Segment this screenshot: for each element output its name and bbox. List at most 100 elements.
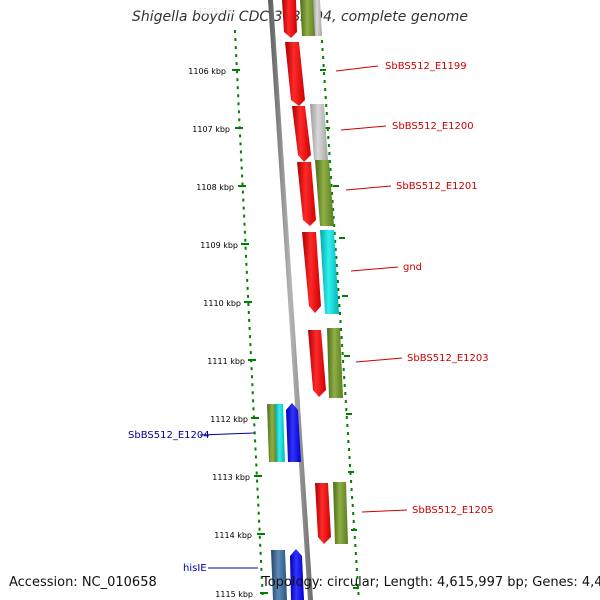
- axis-dot: [258, 519, 261, 523]
- axis-dot: [356, 576, 359, 579]
- axis-dot: [324, 88, 327, 91]
- axis-dot: [350, 480, 353, 483]
- axis-dot: [333, 224, 336, 227]
- axis-dot: [247, 311, 250, 314]
- axis-dot: [345, 408, 348, 411]
- axis-dot: [346, 432, 349, 435]
- gene-label-e1201[interactable]: SbBS512_E1201: [396, 181, 478, 192]
- axis-dot: [241, 190, 244, 194]
- gene-label-e1200[interactable]: SbBS512_E1200: [392, 121, 474, 132]
- axis-dot: [256, 487, 259, 491]
- axis-dot: [236, 86, 239, 90]
- axis-dot: [336, 280, 339, 283]
- axis-dot: [341, 344, 344, 347]
- gene-red-top[interactable]: [282, 0, 297, 38]
- gene-blue-1112[interactable]: [286, 403, 301, 462]
- axis-dot: [331, 192, 333, 195]
- axis-dot: [340, 328, 342, 331]
- gene-labels: SbBS512_E1199 SbBS512_E1200 SbBS512_E120…: [128, 61, 494, 574]
- axis-dot: [234, 46, 237, 50]
- gene-sbbs512-e1199[interactable]: [285, 42, 305, 106]
- axis-dot: [325, 112, 328, 115]
- gene-red-1113[interactable]: [315, 483, 331, 544]
- gene-label-e1199[interactable]: SbBS512_E1199: [385, 61, 467, 72]
- axis-dot: [349, 464, 351, 467]
- axis-dot: [249, 335, 251, 339]
- axis-dot: [327, 136, 330, 139]
- gene-gnd[interactable]: [320, 230, 339, 314]
- axis-dot: [260, 559, 262, 563]
- map-title: Shigella boydii CDC 3083-94, complete ge…: [131, 9, 469, 25]
- axis-dot: [351, 504, 354, 507]
- axis-dot: [237, 102, 240, 106]
- axis-dot: [333, 232, 336, 235]
- gene-grey-top[interactable]: [313, 0, 322, 36]
- gene-olive-1112[interactable]: [267, 404, 278, 462]
- gene-sbbs512-e1201[interactable]: [315, 160, 334, 226]
- gene-olive-top[interactable]: [300, 0, 316, 36]
- axis-dot: [323, 72, 326, 75]
- gene-red-1108[interactable]: [297, 162, 316, 226]
- axis-dot: [259, 551, 262, 555]
- accession-text: Accession: NC_010658: [9, 575, 157, 590]
- axis-dot: [245, 254, 247, 258]
- axis-dot: [321, 40, 323, 43]
- axis-dot: [239, 134, 242, 138]
- tick-label-1115: 1115 kbp: [215, 590, 253, 599]
- axis-dot: [335, 256, 338, 259]
- axis-dot: [355, 560, 358, 563]
- gene-red-1111[interactable]: [308, 330, 326, 397]
- axis-dot: [337, 296, 340, 299]
- axis-dot: [326, 120, 329, 123]
- tick-label-1107: 1107 kbp: [192, 125, 230, 134]
- axis-dot: [249, 351, 252, 355]
- axis-dot: [248, 327, 251, 330]
- tick-label-1108: 1108 kbp: [196, 183, 234, 192]
- axis-dot: [324, 96, 327, 99]
- axis-dot: [328, 152, 331, 155]
- axis-dot: [341, 352, 344, 355]
- gene-label-hisie[interactable]: hisIE: [183, 563, 207, 574]
- gene-features: [267, 0, 348, 600]
- axis-dot: [344, 392, 347, 395]
- gene-label-e1204[interactable]: SbBS512_E1204: [128, 430, 210, 441]
- gene-label-e1203[interactable]: SbBS512_E1203: [407, 353, 489, 364]
- axis-dot: [245, 270, 248, 274]
- axis-dot: [256, 495, 259, 499]
- axis-dot: [332, 216, 335, 219]
- gene-sbbs512-e1205[interactable]: [333, 482, 348, 544]
- axis-dot: [247, 303, 250, 306]
- gene-red-1109[interactable]: [302, 232, 321, 313]
- axis-dot: [238, 118, 241, 122]
- axis-dot: [241, 174, 244, 178]
- gene-sbbs512-e1204[interactable]: [275, 404, 285, 462]
- axis-dot: [243, 222, 246, 226]
- gene-label-gnd[interactable]: gnd: [403, 262, 422, 273]
- axis-dot: [330, 176, 332, 179]
- gene-sbbs512-e1203[interactable]: [327, 328, 343, 398]
- gene-blue-1114[interactable]: [290, 549, 304, 600]
- axis-dot: [252, 399, 255, 403]
- axis-dot: [261, 583, 264, 587]
- gene-sbbs512-e1200[interactable]: [310, 104, 328, 160]
- axis-dot: [339, 312, 341, 315]
- axis-dot: [337, 288, 340, 291]
- gene-red-1107[interactable]: [292, 106, 311, 162]
- axis-dot: [343, 384, 346, 387]
- axis-dot: [259, 543, 262, 547]
- gene-hisie[interactable]: [271, 550, 287, 600]
- axis-dot: [329, 168, 332, 171]
- axis-dot: [335, 264, 338, 267]
- axis-dot: [252, 407, 255, 411]
- axis-dot: [234, 38, 237, 41]
- axis-dot: [323, 80, 326, 83]
- axis-dot: [244, 246, 247, 250]
- gene-label-e1205[interactable]: SbBS512_E1205: [412, 505, 494, 516]
- axis-dot: [246, 278, 249, 282]
- axis-dot: [240, 158, 243, 162]
- axis-dot: [249, 343, 252, 347]
- tick-label-1114: 1114 kbp: [214, 531, 252, 540]
- axis-dot: [326, 128, 329, 131]
- tick-label-1112: 1112 kbp: [210, 415, 248, 424]
